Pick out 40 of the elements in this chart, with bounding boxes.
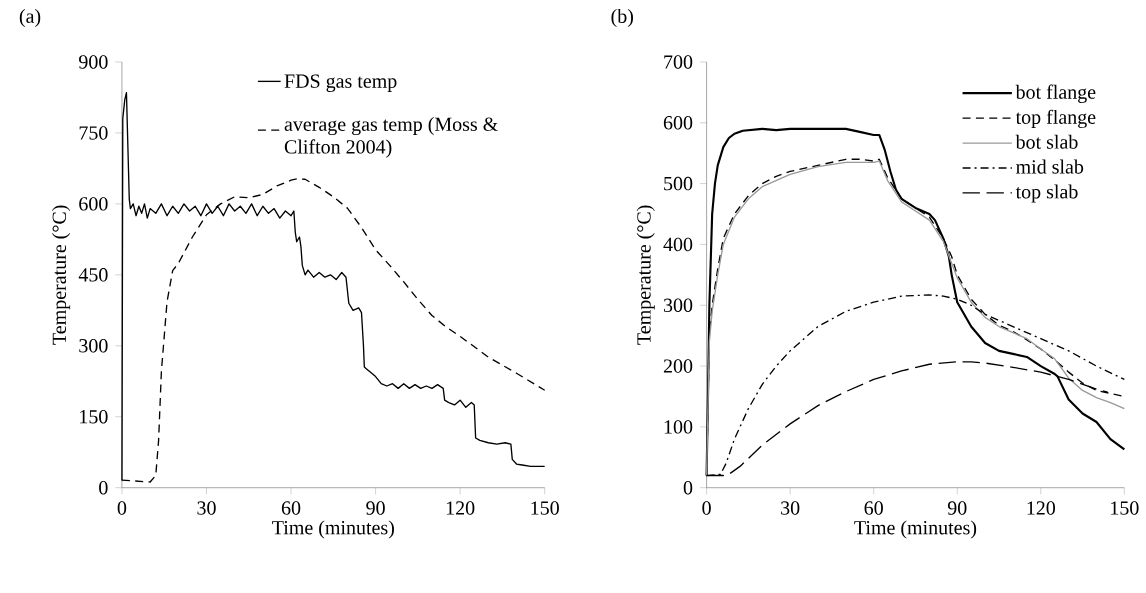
- legend-label: bot slab: [1015, 134, 1078, 149]
- y-axis-title: Temperature (°C): [636, 205, 655, 345]
- chart-title: (a): [19, 9, 41, 28]
- y-tick-label: 600: [79, 197, 108, 211]
- y-tick-label: 150: [80, 410, 108, 424]
- x-tick-label: 150: [531, 501, 559, 515]
- legend-label: mid slab: [1016, 159, 1084, 174]
- y-tick-label: 300: [663, 298, 693, 313]
- x-tick-label: 30: [197, 501, 216, 515]
- y-tick-label: 0: [683, 481, 693, 495]
- x-tick-label: 150: [1111, 501, 1139, 515]
- x-tick-label: 0: [117, 501, 127, 515]
- chart-title: (b): [611, 9, 633, 28]
- y-tick-label: 750: [79, 126, 108, 140]
- x-tick-label: 120: [446, 501, 475, 515]
- x-axis-title: Time (minutes): [854, 520, 977, 539]
- x-tick-label: 30: [781, 501, 800, 515]
- y-tick-label: 900: [79, 55, 108, 69]
- y-tick-label: 300: [79, 339, 108, 353]
- legend-label: FDS gas temp: [284, 74, 397, 93]
- y-tick-label: 600: [663, 116, 693, 130]
- y-tick-label: 700: [664, 55, 693, 69]
- y-tick-label: 450: [78, 268, 108, 282]
- y-tick-label: 500: [664, 177, 693, 191]
- y-tick-label: 200: [663, 359, 693, 373]
- y-tick-label: 400: [663, 237, 693, 252]
- legend-label: bot flange: [1015, 84, 1096, 104]
- y-axis-title: Temperature (°C): [52, 205, 71, 345]
- x-axis-title: Time (minutes): [272, 520, 394, 539]
- legend-label: top slab: [1015, 184, 1078, 203]
- x-tick-label: 60: [864, 501, 883, 515]
- x-tick-label: 60: [281, 501, 301, 515]
- x-tick-label: 90: [947, 501, 967, 515]
- x-tick-label: 0: [702, 501, 711, 515]
- y-tick-label: 100: [664, 420, 693, 434]
- legend-label: average gas temp (Moss & Clifton 2004): [284, 117, 498, 158]
- legend-label: top flange: [1015, 109, 1096, 129]
- x-tick-label: 90: [366, 501, 385, 515]
- x-tick-label: 120: [1027, 501, 1056, 515]
- y-tick-label: 0: [99, 481, 108, 495]
